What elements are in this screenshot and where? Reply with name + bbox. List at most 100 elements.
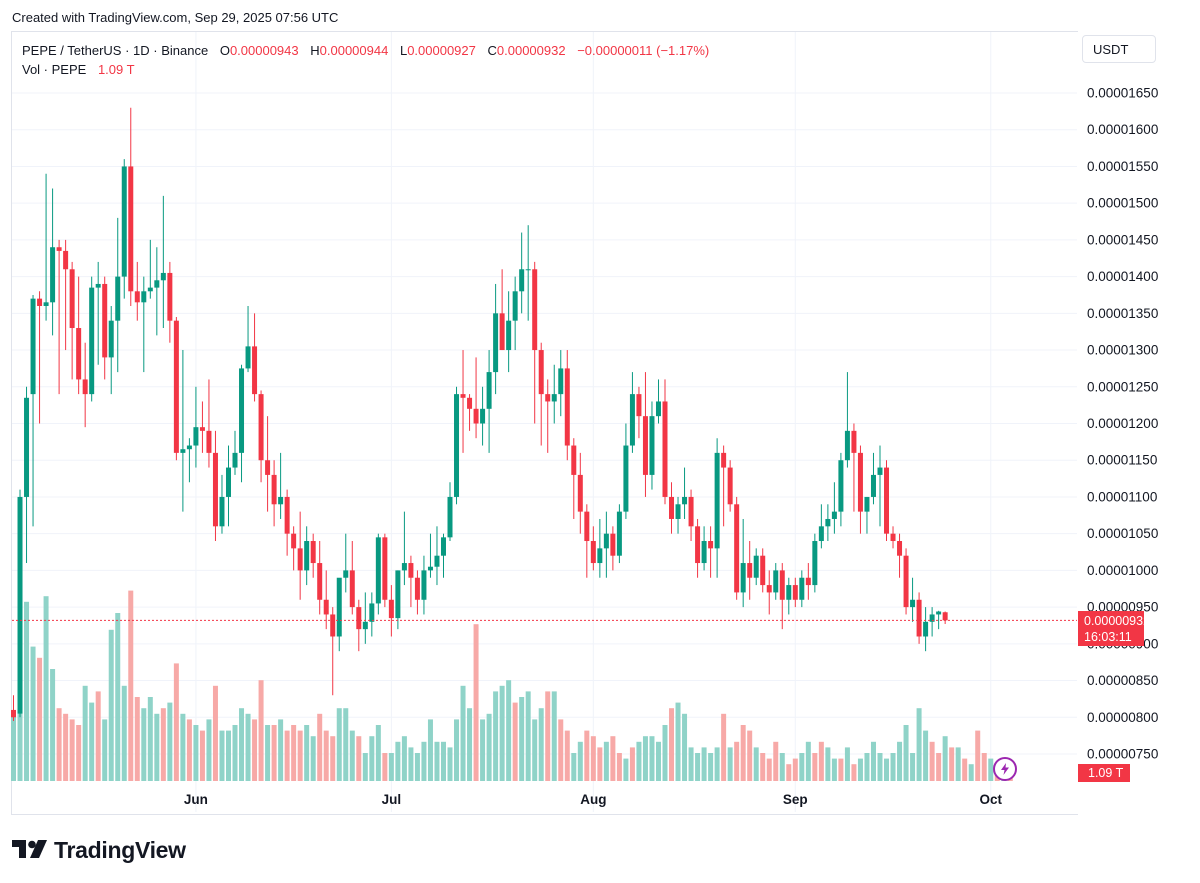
candle [212,430,218,542]
candle [903,548,909,615]
volume-bar [160,708,166,781]
volume-bar [493,691,499,781]
candle [558,350,564,417]
candle [382,533,388,608]
volume-label[interactable]: Vol · PEPE [22,62,87,77]
candle [76,276,82,395]
created-caption: Created with TradingView.com, Sep 29, 20… [12,10,339,25]
candle [154,247,160,336]
grid-lines [12,32,1077,812]
candle-body [11,709,16,718]
volume-bar [890,753,896,781]
candle-body [349,570,355,608]
candle-body [43,302,49,306]
volume-bar [225,730,231,781]
tradingview-logo-icon [12,840,47,858]
candle [610,526,616,571]
candle-body [844,430,850,461]
tradingview-brand[interactable]: TradingView [12,835,186,865]
candle [623,423,629,519]
price-axis[interactable]: 0.000007500.000008000.000008500.00000900… [1087,86,1158,762]
lightning-icon[interactable] [993,757,1017,781]
candle-body [134,291,140,303]
candle-body [851,430,857,453]
volume-bar [499,685,505,781]
volume-bar [701,747,707,781]
price-tick-label: 0.00001350 [1087,306,1158,321]
volume-bar [421,741,427,781]
candle [447,482,453,542]
candle-body [825,518,831,527]
volume-bar [199,730,205,781]
volume-bar [115,613,121,781]
volume-bar [616,753,622,781]
candle [799,570,805,608]
volume-bar [30,646,36,781]
candle [740,518,746,608]
volume-bar [343,708,349,781]
time-axis[interactable]: Jun Jul Aug Sep Oct [184,792,1003,807]
candle-body [95,283,101,288]
candle-body [669,496,675,519]
volume-bar [50,669,56,781]
candle [695,518,701,578]
volume-bar [968,764,974,781]
candle [467,394,473,431]
candle-body [17,496,23,714]
volume-bar [851,764,857,781]
candle-body [558,368,564,395]
currency-button[interactable]: USDT [1082,35,1156,63]
volume-bars [11,590,1013,781]
candle [291,526,297,571]
candle [773,563,779,600]
symbol-label[interactable]: PEPE / TetherUS · 1D · Binance [22,43,209,58]
volume-bar [923,730,929,781]
candle [864,496,870,534]
volume-bar [988,758,994,781]
volume-bar [870,741,876,781]
candle-body [369,603,375,622]
candle [818,504,824,549]
volume-bar [454,719,460,781]
candle [747,541,753,600]
candle-body [421,570,427,600]
price-tick-label: 0.00001300 [1087,343,1158,358]
candle [532,261,538,424]
volume-bar [291,725,297,781]
candle [636,386,642,439]
candle-body [675,504,681,519]
volume-bar [571,753,577,781]
candle [427,533,433,578]
volume-bar [349,730,355,781]
candle [173,317,179,461]
candle-body [291,533,297,549]
candle [401,511,407,586]
candle-body [864,496,870,512]
volume-bar [792,758,798,781]
candle-body [740,563,746,593]
volume-bar [629,747,635,781]
last-volume-tag: 1.09 T [1078,764,1130,782]
candle-body [747,563,753,578]
volume-bar [766,758,772,781]
volume-bar [239,708,245,781]
candle [356,599,362,652]
candle [369,592,375,637]
brand-name: TradingView [54,836,186,863]
candle-body [942,612,948,621]
price-tick-label: 0.00001600 [1087,122,1158,137]
candle [388,585,394,637]
candle-body [375,537,381,604]
candle-body [486,372,492,409]
candle [766,570,772,615]
low-label: L [399,43,408,58]
candle [95,261,101,365]
open-label: O [219,43,230,58]
volume-bar [831,758,837,781]
price-tick-label: 0.00001650 [1087,86,1158,101]
candle [870,452,876,505]
candle [682,467,688,519]
candle [662,379,668,505]
candle [252,313,258,402]
